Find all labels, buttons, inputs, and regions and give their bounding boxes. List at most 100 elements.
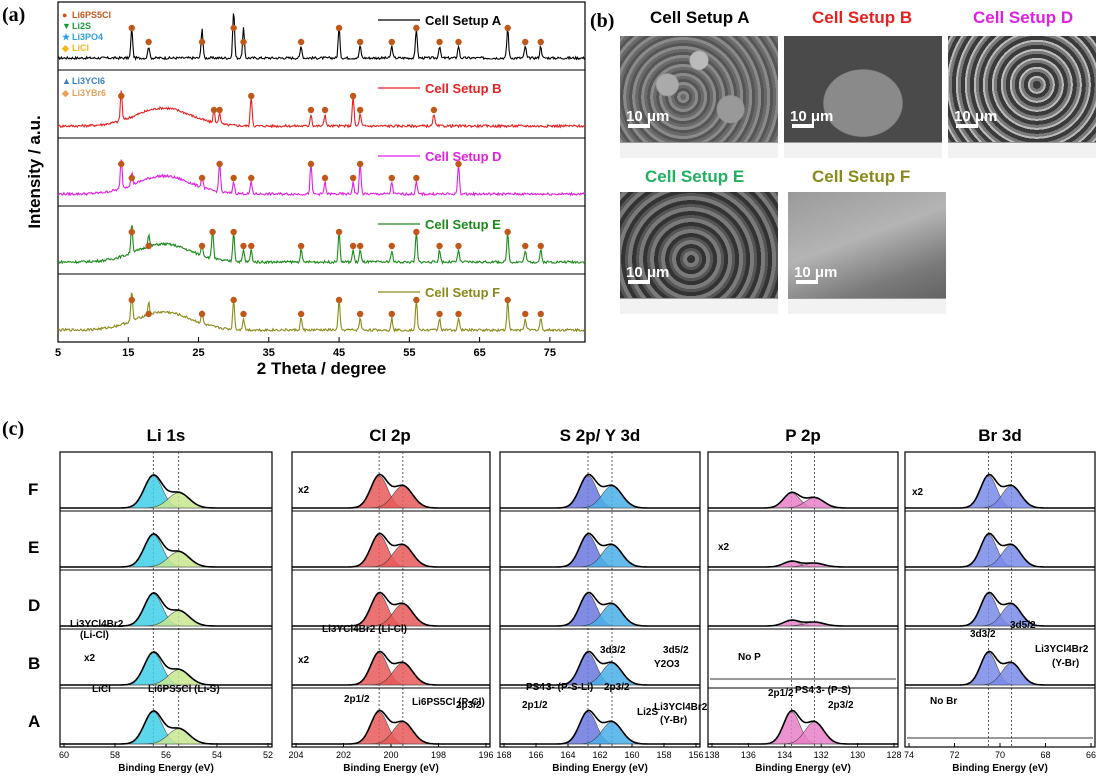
- xps-annotation: 3d3/2: [970, 629, 996, 640]
- xps-x-tick-label: 158: [656, 750, 671, 760]
- xps-envelope: [905, 473, 1095, 509]
- xrd-peak-marker: [307, 106, 315, 114]
- xrd-trace-label: Cell Setup B: [425, 81, 502, 96]
- xrd-peak-marker: [504, 24, 511, 32]
- scalebar: [628, 280, 650, 284]
- xrd-chart: 5 15 25 35 45 55 65 75 2 Theta / degree Intensity…: [25, 1, 586, 378]
- xps-x-tick-label: 66: [1086, 750, 1096, 760]
- xps-component-peak: [292, 662, 490, 686]
- xps-component-peak: [708, 497, 898, 509]
- panel-b-label: (b): [590, 10, 615, 32]
- xps-envelope: [292, 473, 490, 509]
- xrd-peak-marker: [356, 310, 364, 318]
- xrd-peak-marker: [413, 228, 420, 236]
- xrd-peak-marker: [436, 38, 443, 46]
- xrd-peak-marker: [128, 228, 135, 236]
- xrd-peak-marker: [537, 242, 544, 250]
- xrd-peak-marker: [321, 174, 329, 182]
- xrd-peak-marker: [128, 296, 135, 304]
- xps-annotation: Li2S: [637, 707, 658, 718]
- xrd-legend-label: Li2S: [72, 21, 91, 31]
- xps-component-peak: [60, 669, 272, 686]
- xrd-legend-symbol: ◆: [61, 43, 70, 53]
- xps-component-peak: [500, 603, 700, 627]
- sem-image-a: 10 μm: [620, 36, 778, 158]
- xps-title-li1s: Li 1s: [146, 426, 186, 445]
- xrd-peak-marker: [307, 160, 315, 168]
- xps-annotation: Li3YCl4Br2: [654, 702, 708, 713]
- xrd-peak-marker: [145, 310, 152, 318]
- xrd-peak-marker: [356, 38, 364, 46]
- xrd-trace-4: [57, 292, 585, 333]
- xrd-peak-marker: [230, 174, 237, 182]
- scalebar-label: 10 μm: [626, 264, 670, 281]
- xps-title-cl2p: Cl 2p: [369, 426, 411, 445]
- sem-info-bar: [620, 142, 778, 158]
- xps-component-peak: [708, 721, 898, 745]
- xps-x-axis-label: Binding Energy (eV): [552, 763, 648, 774]
- xrd-y-axis-label: Intensity / a.u.: [25, 115, 44, 228]
- xrd-peak-marker: [248, 242, 255, 250]
- xrd-peak-marker: [230, 296, 237, 304]
- xps-x-tick-label: 196: [478, 750, 493, 760]
- row-label-a: A: [28, 712, 41, 731]
- xrd-peak-marker: [230, 228, 237, 236]
- xrd-peak-marker: [537, 38, 544, 46]
- sem-title-a: Cell Setup A: [650, 8, 750, 27]
- xrd-peak-marker: [216, 106, 223, 114]
- xrd-peak-marker: [413, 296, 420, 304]
- xps-component-peak: [292, 603, 490, 627]
- xps-annotation: 3- (P-S-Li): [546, 682, 593, 693]
- xrd-peak-marker: [455, 242, 462, 250]
- xps-x-tick-label: 128: [886, 750, 901, 760]
- xps-envelope: [292, 650, 490, 686]
- xrd-peak-marker: [335, 296, 343, 304]
- xps-x-tick-label: 58: [110, 750, 120, 760]
- xps-component-peak: [292, 485, 490, 509]
- xrd-peak-marker: [349, 92, 357, 100]
- row-label-f: F: [28, 480, 39, 499]
- xrd-peak-marker: [240, 38, 247, 46]
- xrd-peak-marker: [145, 38, 152, 46]
- xps-annotation: x2: [912, 487, 924, 498]
- xrd-x-tick-label: 15: [122, 347, 134, 359]
- xps-envelope: [708, 709, 898, 745]
- xrd-peak-marker: [430, 106, 438, 114]
- xps-x-axis-label: Binding Energy (eV): [952, 763, 1048, 774]
- xrd-trace-label: Cell Setup F: [425, 285, 500, 300]
- xrd-peak-marker: [128, 24, 135, 32]
- xrd-peak-marker: [356, 242, 364, 250]
- xps-envelope: [60, 650, 272, 686]
- xrd-peak-marker: [128, 174, 135, 182]
- xps-title-s2p: S 2p/ Y 3d: [559, 426, 641, 445]
- xps-x-tick-label: 200: [383, 750, 398, 760]
- xps-x-tick-label: 60: [59, 750, 69, 760]
- xrd-peak-marker: [356, 160, 364, 168]
- sem-info-bar: [948, 142, 1096, 158]
- xrd-peak-marker: [522, 242, 529, 250]
- xps-x-tick-label: 168: [496, 750, 511, 760]
- xrd-peak-marker: [504, 228, 511, 236]
- scalebar-label: 10 μm: [954, 108, 998, 125]
- panel-c-label: (c): [2, 418, 25, 440]
- xrd-peak-marker: [388, 174, 395, 182]
- xps-annotation: (Li-Cl): [80, 630, 109, 641]
- xps-annotation: LiCl: [92, 684, 111, 695]
- scalebar: [956, 124, 978, 128]
- xps-annotation: 3d5/2: [663, 645, 689, 656]
- xps-envelope: [60, 532, 272, 568]
- xps-envelope: [60, 473, 272, 509]
- xrd-legend-label: Li3PO4: [72, 32, 103, 42]
- xps-annotation: 3d5/2: [1010, 620, 1036, 631]
- sem-title-f: Cell Setup F: [812, 167, 911, 186]
- row-label-d: D: [28, 596, 41, 615]
- xrd-peak-marker: [349, 174, 357, 182]
- xps-component-peak: [905, 603, 1095, 627]
- xps-annotation: 2p1/2: [522, 700, 548, 711]
- xrd-peak-marker: [297, 242, 305, 250]
- xrd-peak-marker: [297, 38, 305, 46]
- xps-annotation: Li6PS5Cl (P-Cl): [412, 697, 485, 708]
- xrd-peak-marker: [240, 310, 247, 318]
- xrd-legend-symbol: ★: [62, 32, 71, 42]
